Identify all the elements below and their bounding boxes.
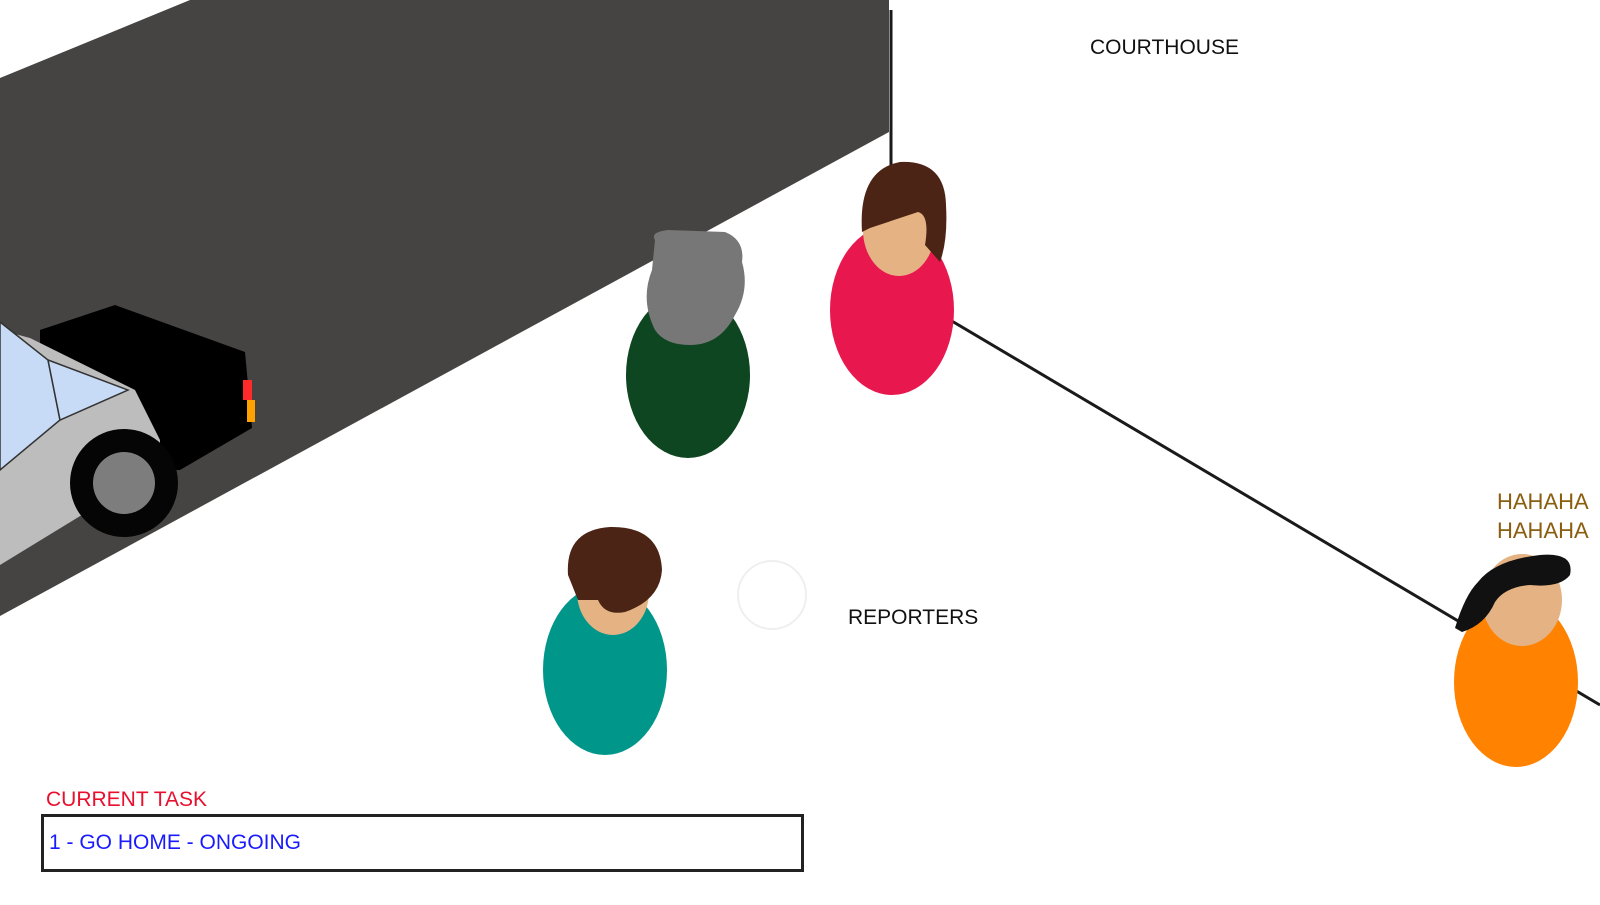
task-heading: CURRENT TASK bbox=[46, 788, 207, 812]
task-text: 1 - GO HOME - ONGOING bbox=[49, 831, 301, 855]
car-wheel-hub bbox=[93, 452, 155, 514]
speech-text: HAHAHA HAHAHA bbox=[1497, 487, 1589, 545]
player-laughing bbox=[1454, 554, 1578, 767]
reporter-brown-hair-teal bbox=[543, 527, 667, 755]
recorder-outline bbox=[738, 561, 806, 629]
group-label: REPORTERS bbox=[848, 606, 978, 630]
task-panel: 1 - GO HOME - ONGOING bbox=[41, 814, 804, 872]
car bbox=[0, 305, 255, 565]
car-tail-light bbox=[243, 380, 252, 400]
reporter-brown-hair-pink bbox=[830, 162, 954, 395]
location-label: COURTHOUSE bbox=[1090, 36, 1239, 60]
car-indicator-light bbox=[247, 400, 255, 422]
